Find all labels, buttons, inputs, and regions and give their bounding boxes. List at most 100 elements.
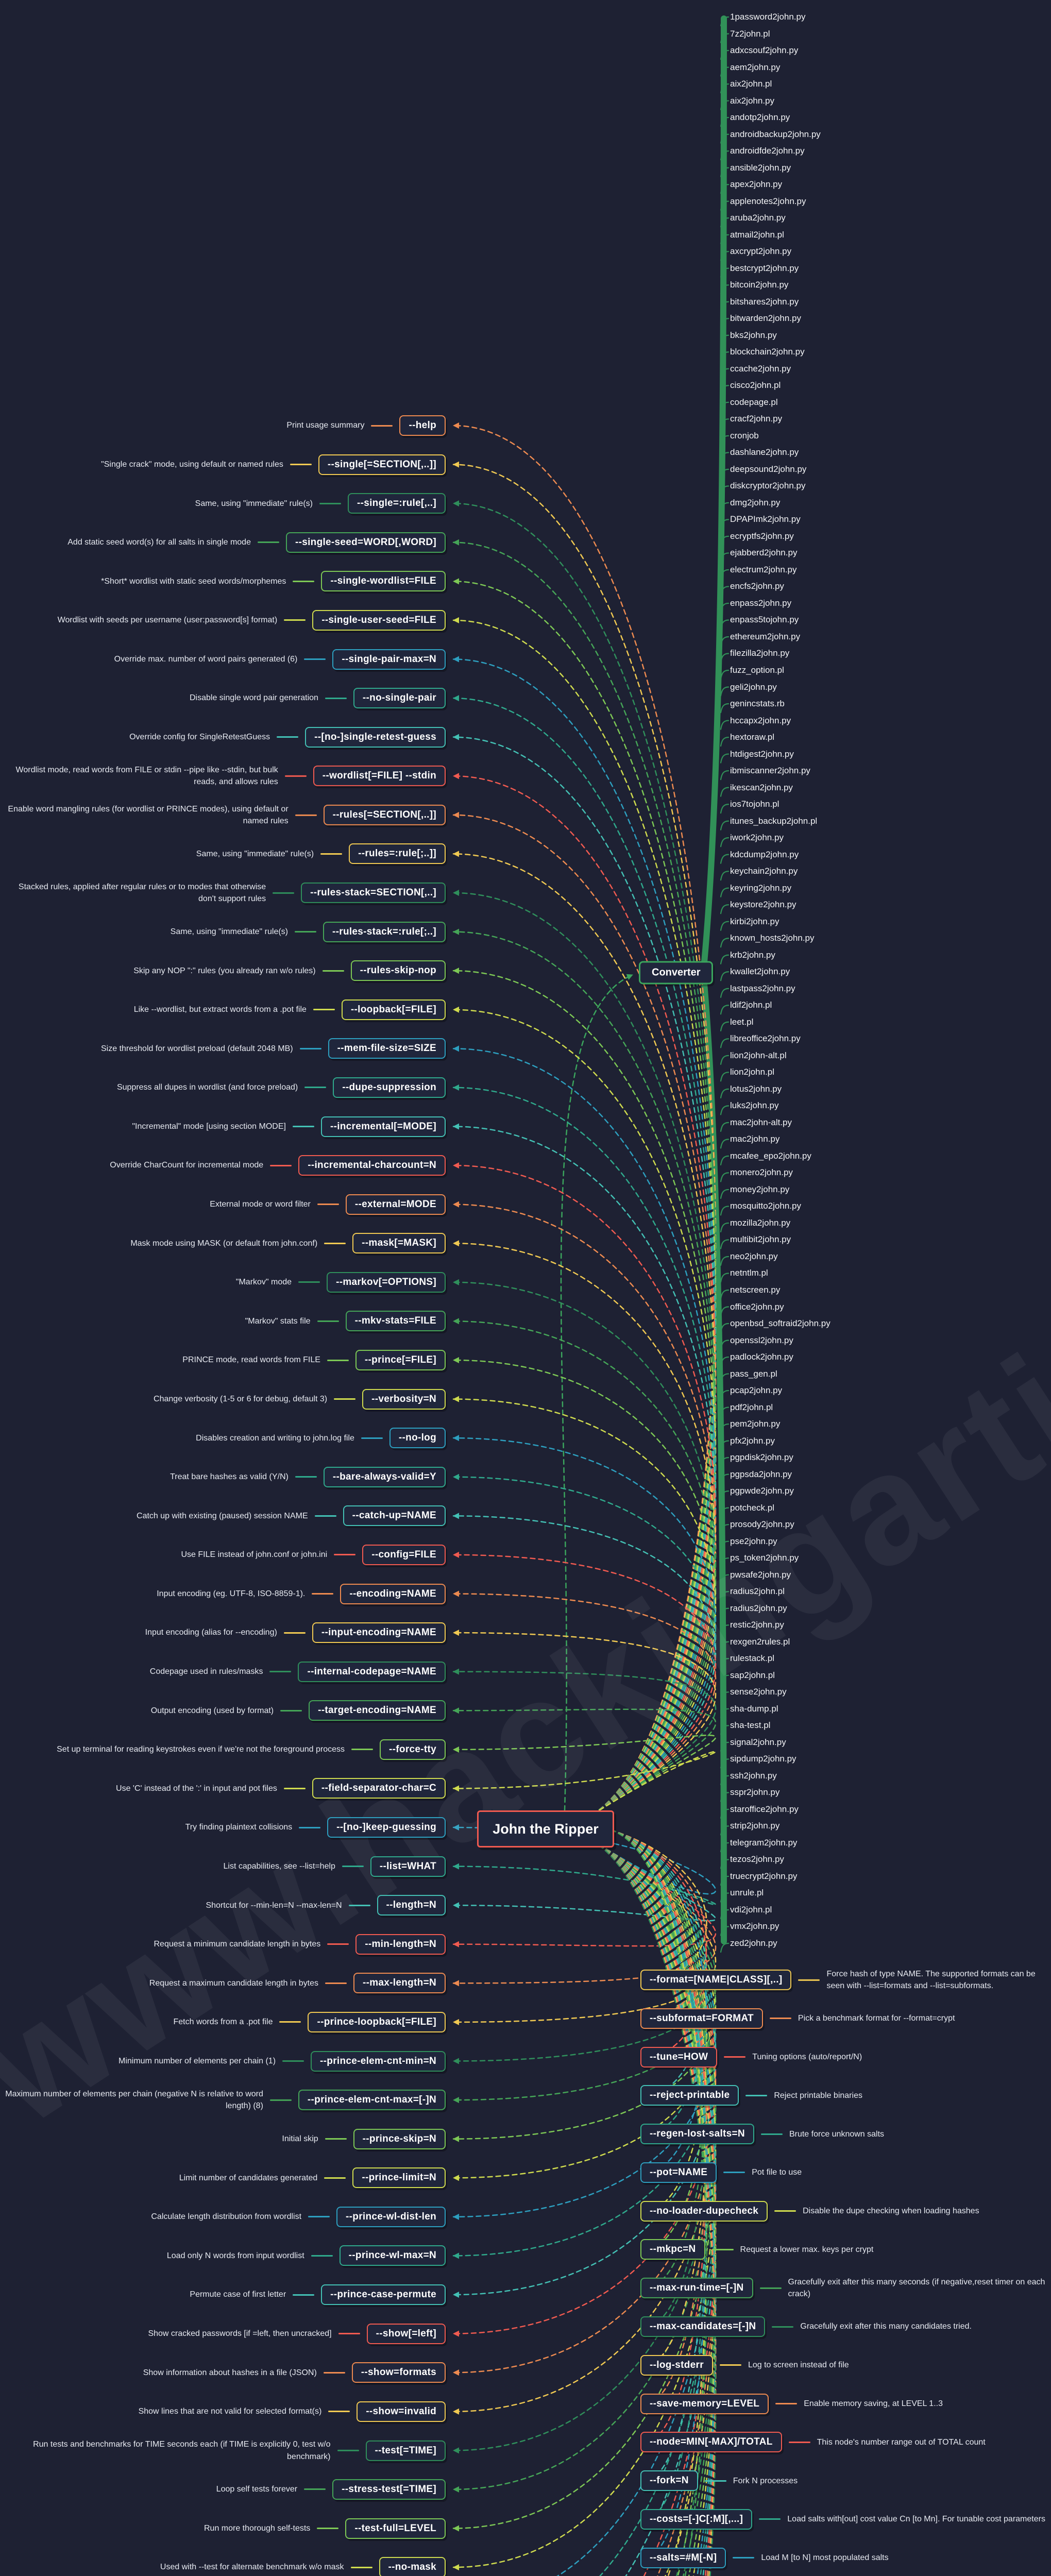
file-item[interactable]: fuzz_option.pl [730,665,784,675]
option-node[interactable]: --mkv-stats=FILE [345,1311,446,1332]
file-item[interactable]: bitcoin2john.py [730,280,789,290]
file-item[interactable]: itunes_backup2john.pl [730,816,818,826]
file-item[interactable]: pwsafe2john.py [730,1569,791,1580]
file-item[interactable]: sha-dump.pl [730,1703,778,1714]
option-node[interactable]: --costs=[-]C[:M][,...] [640,2509,753,2530]
option-node[interactable]: --show=formats [351,2362,446,2383]
file-item[interactable]: padlock2john.py [730,1352,793,1362]
file-item[interactable]: potcheck.pl [730,1502,774,1513]
file-item[interactable]: ikescan2john.py [730,782,793,792]
option-node[interactable]: --log-stderr [640,2354,713,2376]
file-item[interactable]: sspr2john.py [730,1787,780,1798]
file-item[interactable]: adxcsouf2john.py [730,45,799,56]
option-node[interactable]: --field-separator-char=C [312,1778,446,1799]
option-node[interactable]: --no-loader-dupecheck [640,2200,768,2222]
option-node[interactable]: --no-mask [379,2557,446,2576]
file-item[interactable]: sap2john.pl [730,1670,775,1680]
file-item[interactable]: DPAPImk2john.py [730,514,801,524]
option-node[interactable]: --prince[=FILE] [355,1350,446,1370]
file-item[interactable]: dmg2john.py [730,497,781,507]
file-item[interactable]: openssl2john.py [730,1335,793,1345]
option-node[interactable]: --incremental[=MODE] [320,1116,446,1137]
file-item[interactable]: codepage.pl [730,397,778,407]
option-node[interactable]: --rules-stack=SECTION[,..] [301,883,446,903]
option-node[interactable]: --prince-loopback[=FILE] [308,2011,446,2032]
option-node[interactable]: --max-run-time=[-]N [640,2278,753,2299]
file-item[interactable]: enpass5tojohn.py [730,615,799,625]
option-node[interactable]: --catch-up=NAME [343,1505,446,1527]
option-node[interactable]: --max-length=N [353,1973,446,1994]
option-node[interactable]: --single-user-seed=FILE [312,609,446,631]
file-item[interactable]: sense2john.py [730,1687,787,1697]
file-item[interactable]: netntlm.pl [730,1268,768,1278]
option-node[interactable]: --rules-stack=:rule[;..] [323,921,446,942]
converter-node[interactable]: Converter [639,961,714,985]
option-node[interactable]: --prince-wl-max=N [339,2245,446,2266]
option-node[interactable]: --length=N [377,1895,446,1916]
option-node[interactable]: --rules[=SECTION[,..]] [323,804,446,825]
file-item[interactable]: pem2john.py [730,1419,781,1429]
file-item[interactable]: geli2john.py [730,682,777,692]
option-node[interactable]: --single-pair-max=N [332,649,446,670]
file-item[interactable]: cisco2john.pl [730,380,781,391]
option-node[interactable]: --internal-codepage=NAME [298,1661,446,1682]
file-item[interactable]: lastpass2john.py [730,983,795,993]
file-item[interactable]: axcrypt2john.py [730,246,792,257]
file-item[interactable]: filezilla2john.py [730,648,790,658]
option-node[interactable]: --no-single-pair [353,688,446,709]
file-item[interactable]: keystore2john.py [730,900,796,910]
file-item[interactable]: ldif2john.pl [730,1000,772,1010]
file-item[interactable]: kwallet2john.py [730,967,790,977]
option-node[interactable]: --single=:rule[,..] [347,493,446,514]
option-node[interactable]: --input-encoding=NAME [312,1622,446,1643]
option-node[interactable]: --prince-case-permute [321,2284,446,2305]
option-node[interactable]: --mkpc=N [640,2239,705,2260]
file-item[interactable]: pass_gen.pl [730,1368,777,1379]
file-item[interactable]: ios7tojohn.pl [730,799,779,809]
file-item[interactable]: ansible2john.py [730,162,791,173]
option-node[interactable]: --mask[=MASK] [352,1233,446,1254]
file-item[interactable]: diskcryptor2john.py [730,481,806,491]
option-node[interactable]: --reject-printable [640,2085,739,2106]
file-item[interactable]: pgpwde2john.py [730,1486,794,1496]
file-item[interactable]: netscreen.py [730,1284,781,1295]
option-node[interactable]: --bare-always-valid=Y [323,1466,446,1487]
file-item[interactable]: encfs2john.py [730,581,784,591]
option-node[interactable]: --regen-lost-salts=N [640,2124,754,2145]
option-node[interactable]: --dupe-suppression [333,1077,446,1098]
option-node[interactable]: --prince-skip=N [353,2128,446,2149]
file-item[interactable]: ccache2john.py [730,363,791,374]
file-item[interactable]: vmx2john.py [730,1921,779,1931]
option-node[interactable]: --verbosity=N [362,1388,446,1410]
file-item[interactable]: neo2john.py [730,1251,778,1261]
file-item[interactable]: pfx2john.py [730,1435,775,1446]
file-item[interactable]: vdi2john.pl [730,1904,772,1914]
file-item[interactable]: office2john.py [730,1301,784,1312]
file-item[interactable]: prosody2john.py [730,1519,794,1530]
option-node[interactable]: --prince-wl-dist-len [336,2206,446,2227]
file-item[interactable]: radius2john.pl [730,1586,785,1597]
file-item[interactable]: sipdump2john.py [730,1754,796,1764]
file-item[interactable]: pgpdisk2john.py [730,1452,793,1463]
file-item[interactable]: kirbi2john.py [730,916,779,926]
file-item[interactable]: htdigest2john.py [730,749,794,759]
option-node[interactable]: --config=FILE [362,1544,446,1565]
file-item[interactable]: openbsd_softraid2john.py [730,1318,830,1329]
option-node[interactable]: --incremental-charcount=N [298,1155,446,1176]
file-item[interactable]: multibit2john.py [730,1234,791,1245]
file-item[interactable]: ps_token2john.py [730,1553,799,1563]
option-node[interactable]: --stress-test[=TIME] [332,2479,446,2500]
file-item[interactable]: known_hosts2john.py [730,933,815,943]
option-node[interactable]: --node=MIN[-MAX]/TOTAL [640,2432,782,2453]
option-node[interactable]: --prince-elem-cnt-min=N [311,2050,446,2072]
file-item[interactable]: keychain2john.py [730,866,798,876]
file-item[interactable]: aem2john.py [730,62,781,72]
file-item[interactable]: hccapx2john.py [730,715,791,725]
file-item[interactable]: 7z2john.pl [730,28,770,39]
file-item[interactable]: strip2john.py [730,1821,780,1831]
option-node[interactable]: --[no-]single-retest-guess [305,726,446,748]
file-item[interactable]: pse2john.py [730,1536,777,1546]
option-node[interactable]: --no-log [389,1428,446,1449]
file-item[interactable]: androidfde2john.py [730,146,805,156]
file-item[interactable]: lotus2john.py [730,1083,782,1094]
